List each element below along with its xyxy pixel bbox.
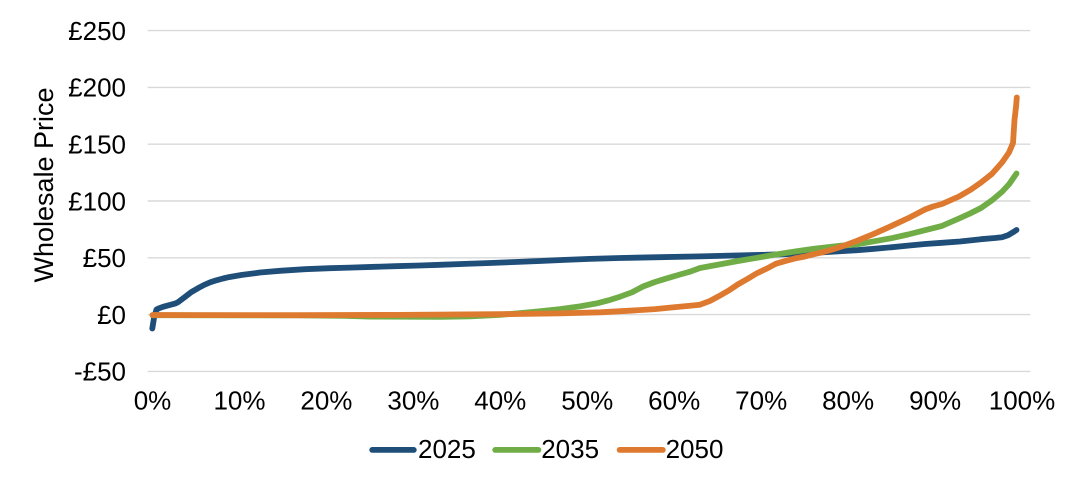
svg-text:20%: 20% [300,386,352,416]
svg-text:£200: £200 [68,73,126,103]
svg-text:0%: 0% [134,386,172,416]
svg-text:70%: 70% [735,386,787,416]
svg-text:2025: 2025 [418,434,476,464]
svg-text:£50: £50 [83,243,126,273]
svg-text:-£50: -£50 [74,357,126,387]
svg-text:Wholesale Price: Wholesale Price [29,87,59,282]
svg-text:£100: £100 [68,186,126,216]
svg-text:50%: 50% [561,386,613,416]
svg-text:£150: £150 [68,130,126,160]
svg-text:2035: 2035 [541,434,599,464]
svg-text:100%: 100% [989,386,1056,416]
svg-text:60%: 60% [648,386,700,416]
svg-text:90%: 90% [909,386,961,416]
svg-text:£250: £250 [68,16,126,46]
svg-text:80%: 80% [822,386,874,416]
svg-text:30%: 30% [387,386,439,416]
svg-text:£0: £0 [97,300,126,330]
svg-text:10%: 10% [213,386,265,416]
svg-text:2050: 2050 [666,434,724,464]
svg-text:40%: 40% [474,386,526,416]
